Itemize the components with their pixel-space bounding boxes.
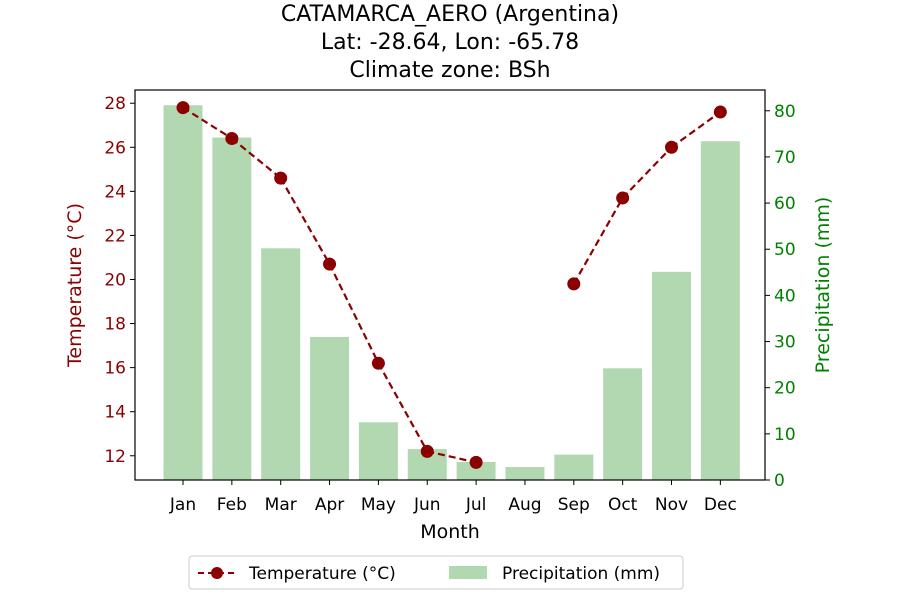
- legend-temperature-label: Temperature (°C): [248, 564, 396, 584]
- precip-tick-label: 30: [774, 333, 796, 353]
- temperature-point-oct: [616, 191, 630, 205]
- precip-tick-label: 50: [774, 240, 796, 260]
- precipitation-bar-jul: [456, 462, 496, 480]
- month-axis: Jan Feb Mar Apr May Jun Jul Aug Sep Oct Nov Dec: [169, 480, 737, 515]
- month-tick-label: Oct: [608, 495, 638, 515]
- temperature-point-nov: [665, 140, 678, 154]
- temp-tick-label: 20: [104, 270, 126, 290]
- precipitation-bar-apr: [310, 336, 350, 480]
- precipitation-bars: [163, 105, 740, 481]
- temperature-point-may: [371, 356, 385, 370]
- temp-tick-label: 24: [104, 182, 126, 202]
- month-tick-label: May: [361, 495, 396, 515]
- precipitation-bar-sep: [554, 454, 594, 480]
- temperature-segment-4: [328, 263, 380, 364]
- chart-title: CATAMARCA_AERO (Argentina) Lat: -28.64, …: [281, 2, 619, 83]
- month-tick-label: Mar: [265, 495, 297, 515]
- temp-tick-label: 26: [104, 138, 126, 158]
- month-tick-label: Jun: [413, 495, 441, 515]
- temperature-point-jul: [469, 455, 483, 469]
- month-tick-label: Aug: [508, 495, 541, 515]
- precipitation-bar-nov: [652, 271, 691, 480]
- month-tick-label: Dec: [704, 495, 737, 515]
- precip-tick-label: 70: [774, 148, 796, 168]
- month-tick-label: Jan: [169, 495, 196, 515]
- temp-tick-label: 14: [104, 403, 126, 423]
- temperature-point-apr: [323, 257, 337, 271]
- temperature-segment-1: [182, 106, 233, 140]
- temperature-point-feb: [225, 131, 239, 145]
- y-axis-label-right: Precipitation (mm): [812, 197, 834, 374]
- temp-tick-label: 22: [104, 226, 126, 246]
- precip-tick-label: 0: [774, 471, 785, 491]
- legend-precipitation-swatch: [449, 566, 487, 579]
- temperature-point-jun: [420, 444, 434, 458]
- title-line-3: Climate zone: BSh: [349, 58, 550, 83]
- temperature-segment-6: [427, 450, 477, 464]
- precip-tick-label: 80: [774, 102, 796, 122]
- legend-frame: [188, 555, 684, 590]
- temperature-point-dec: [713, 105, 727, 119]
- legend: Temperature (°C) Precipitation (mm): [188, 555, 684, 590]
- temperature-segment-3: [279, 177, 331, 265]
- precipitation-bar-dec: [700, 141, 740, 480]
- precip-tick-label: 10: [774, 425, 796, 445]
- precipitation-bar-mar: [261, 248, 301, 480]
- y-axis-label-left: Temperature (°C): [64, 203, 86, 368]
- precip-tick-label: 40: [774, 286, 796, 306]
- month-tick-label: Jul: [465, 495, 487, 515]
- precipitation-axis: 0 10 20 30 40 50 60 70 80: [765, 102, 796, 491]
- title-line-1: CATAMARCA_AERO (Argentina): [281, 2, 619, 27]
- temperature-segment-5: [377, 362, 429, 452]
- month-tick-label: Feb: [217, 495, 247, 515]
- plot-frame: [134, 89, 766, 481]
- month-tick-label: Nov: [655, 495, 688, 515]
- temp-tick-label: 16: [104, 359, 126, 379]
- precipitation-bar-oct: [603, 368, 643, 480]
- temperature-segment-10: [621, 146, 673, 199]
- x-axis-label: Month: [420, 521, 480, 543]
- month-tick-label: Sep: [558, 495, 590, 515]
- temperature-axis: 12 14 16 18 20 22 24 26 28: [104, 94, 135, 467]
- precip-tick-label: 60: [774, 194, 796, 214]
- temp-tick-label: 12: [104, 447, 126, 467]
- temperature-line-group: [176, 101, 727, 469]
- temp-tick-label: 28: [104, 94, 126, 114]
- legend-temperature-marker: [211, 567, 223, 579]
- month-tick-label: Apr: [315, 495, 344, 515]
- precipitation-bar-feb: [212, 137, 252, 481]
- temperature-segment-9: [572, 197, 624, 285]
- temp-tick-label: 18: [104, 315, 126, 335]
- precip-tick-label: 20: [774, 379, 796, 399]
- temperature-point-mar: [274, 171, 288, 185]
- legend-precipitation-label: Precipitation (mm): [502, 564, 660, 584]
- temperature-point-sep: [567, 277, 581, 291]
- precipitation-bar-jan: [163, 105, 203, 480]
- precipitation-bar-may: [358, 422, 398, 480]
- title-line-2: Lat: -28.64, Lon: -65.78: [321, 30, 579, 55]
- temperature-segment-11: [670, 111, 721, 149]
- precipitation-bar-aug: [505, 467, 545, 480]
- temperature-point-jan: [176, 101, 190, 115]
